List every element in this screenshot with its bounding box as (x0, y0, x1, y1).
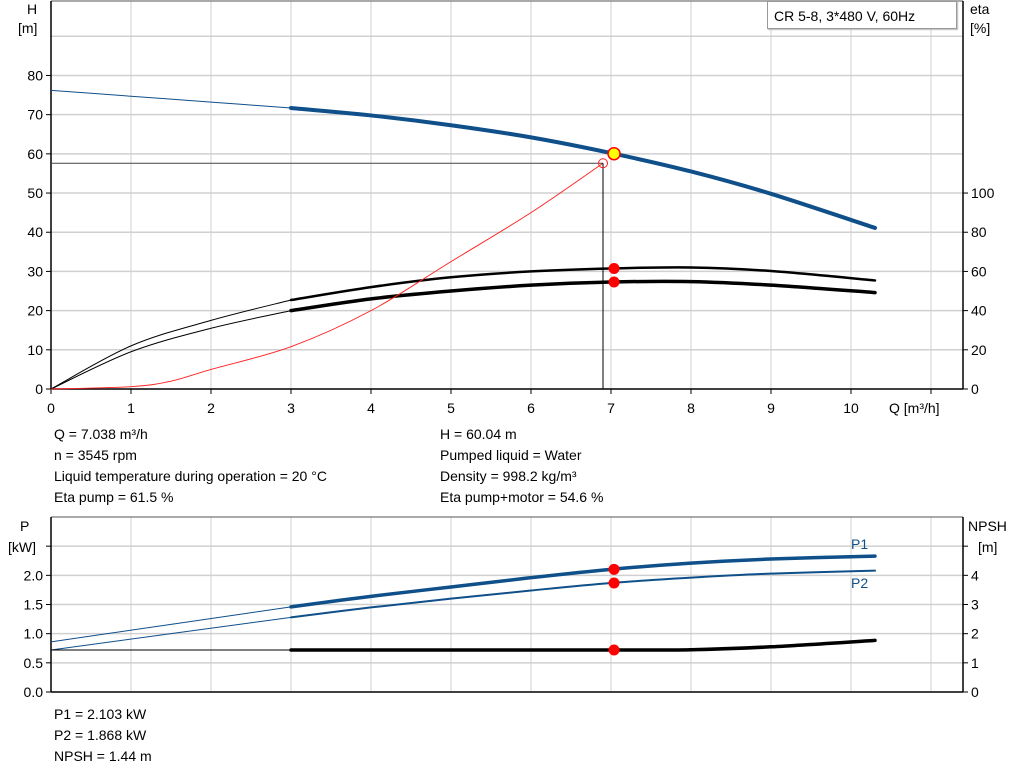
npsh-axis-unit: [m] (978, 539, 998, 555)
p2-point (608, 577, 620, 589)
y-tick-label-left: 60 (27, 146, 43, 162)
power-npsh-panel: 0.0 0.5 1.0 1.5 2.0 0 1 2 3 4 (24, 516, 979, 700)
info-head: H = 60.04 m (440, 426, 517, 442)
eta-pump-point (608, 262, 620, 274)
y-tick-label-right: 100 (971, 185, 995, 201)
y-tick-label-right: 60 (971, 263, 987, 279)
y-tick-label-left: 30 (27, 263, 43, 279)
npsh-point (608, 644, 620, 656)
x-tick-label: 9 (767, 400, 775, 416)
info-liquid: Pumped liquid = Water (440, 447, 582, 463)
info-temperature: Liquid temperature during operation = 20… (54, 468, 327, 484)
p-axis-label: P (20, 518, 30, 534)
P2-line (290, 569, 876, 619)
chart-legend-title: CR 5-8, 3*480 V, 60Hz (767, 1, 957, 29)
x-tick-label: 4 (367, 400, 375, 416)
y-tick-label-left: 10 (27, 342, 43, 358)
head-eta-panel: 0 10 20 30 40 50 60 70 80 0 20 40 60 80 100 0 1 2 3 4 5 6 7 8 9 1… (27, 0, 995, 416)
y-tick-label-right: 80 (971, 224, 987, 240)
P1-line (289, 554, 877, 609)
x-tick-label: 5 (447, 400, 455, 416)
eta-pump-motor-line (289, 279, 877, 313)
head-line-extrapolated (50, 89, 292, 109)
y-tick-label-left: 2.0 (24, 567, 44, 583)
eta-pump-motor-line-extrapolated (50, 310, 292, 390)
eta-pump-line (289, 266, 877, 302)
p2-series-label: P2 (851, 575, 869, 591)
q-axis-label: Q [m³/h] (889, 400, 940, 416)
y-tick-label-left: 70 (27, 107, 43, 123)
info-q: Q = 7.038 m³/h (54, 426, 148, 442)
p1-series-label: P1 (851, 536, 869, 552)
y-tick-label-right: 0 (971, 684, 979, 700)
y-tick-label-right: 3 (971, 597, 979, 613)
P2-line-extrapolated (50, 616, 292, 651)
system-point-marker (598, 158, 608, 169)
y-tick-label-left: 1.5 (24, 597, 44, 613)
system-curve-line (50, 162, 604, 390)
y-tick-label-right: 20 (971, 342, 987, 358)
info-npsh: NPSH = 1.44 m (54, 748, 152, 764)
y-tick-label-left: 50 (27, 185, 43, 201)
p1-point (608, 563, 620, 575)
x-tick-label: 8 (687, 400, 695, 416)
y-tick-label-right: 1 (971, 655, 979, 671)
info-speed: n = 3545 rpm (54, 447, 137, 463)
npsh-axis-label: NPSH (968, 518, 1007, 534)
P1-line-extrapolated (50, 606, 292, 643)
h-axis-unit: [m] (18, 20, 38, 36)
y-tick-label-left: 0.0 (24, 684, 44, 700)
h-axis-label: H (27, 1, 38, 17)
eta-pump-motor-point (608, 276, 620, 288)
x-tick-label: 10 (843, 400, 859, 416)
NPSH-line (289, 638, 877, 652)
y-tick-label-right: 2 (971, 626, 979, 642)
p-axis-unit: [kW] (8, 539, 36, 555)
y-tick-label-left: 80 (27, 67, 43, 83)
eta-axis-unit: [%] (970, 20, 991, 36)
duty-point-marker (607, 146, 621, 161)
y-tick-label-right: 40 (971, 303, 987, 319)
eta-pump-line-extrapolated (50, 299, 292, 390)
x-tick-label: 6 (527, 400, 535, 416)
x-tick-label: 3 (287, 400, 295, 416)
info-density: Density = 998.2 kg/m³ (440, 468, 577, 484)
y-tick-label-left: 0.5 (24, 655, 44, 671)
y-tick-label-left: 0 (35, 381, 43, 397)
x-tick-label: 1 (127, 400, 135, 416)
y-tick-label-left: 40 (27, 224, 43, 240)
y-tick-label-right: 0 (971, 381, 979, 397)
x-tick-label: 2 (207, 400, 215, 416)
info-p2: P2 = 1.868 kW (54, 727, 147, 743)
y-tick-label-left: 1.0 (24, 626, 44, 642)
info-p1: P1 = 2.103 kW (54, 706, 147, 722)
head-line (289, 105, 877, 230)
info-eta-pump: Eta pump = 61.5 % (54, 489, 174, 505)
eta-axis-label: eta (970, 1, 990, 17)
x-tick-label: 0 (47, 400, 55, 416)
info-eta-pump-motor: Eta pump+motor = 54.6 % (440, 489, 604, 505)
y-tick-label-left: 20 (27, 303, 43, 319)
y-tick-label-right: 4 (971, 567, 979, 583)
x-tick-label: 7 (607, 400, 615, 416)
